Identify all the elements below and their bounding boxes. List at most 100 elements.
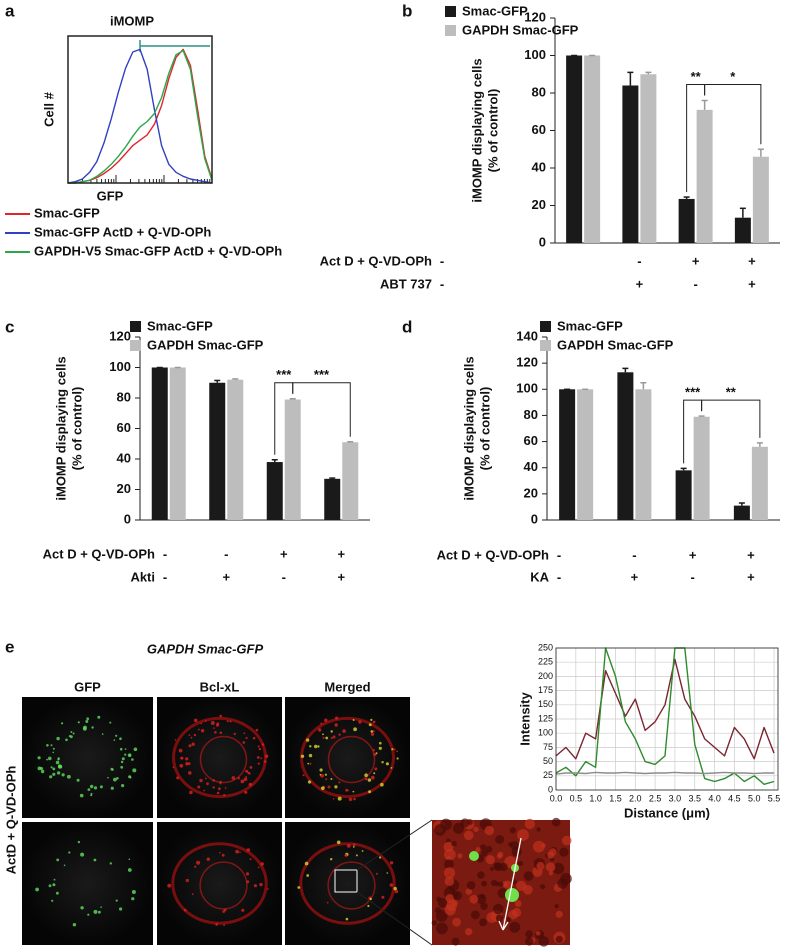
y-tick-label: 40	[524, 459, 538, 474]
bar	[733, 505, 750, 520]
bar	[227, 379, 244, 520]
speckle	[185, 757, 189, 761]
condition-sign: +	[337, 569, 345, 584]
speckle	[479, 918, 488, 927]
speckle	[334, 723, 338, 727]
y-tick-label: 125	[538, 713, 553, 723]
speckle	[346, 844, 351, 848]
speckle	[327, 785, 331, 789]
speckle	[307, 762, 310, 765]
condition-sign: -	[163, 546, 167, 561]
speckle	[52, 883, 56, 887]
speckle	[307, 780, 312, 784]
condition-sign: -	[693, 276, 697, 291]
speckle	[35, 887, 39, 892]
speckle	[129, 776, 132, 779]
speckle	[364, 773, 368, 777]
speckle	[361, 850, 364, 852]
speckle	[249, 766, 253, 769]
bar	[584, 55, 601, 243]
speckle	[451, 937, 460, 946]
speckle	[538, 936, 549, 947]
speckle	[100, 906, 102, 908]
y-tick-label: 120	[516, 355, 538, 370]
speckle	[200, 729, 205, 733]
speckle	[91, 726, 94, 729]
y-tick-label: 100	[538, 728, 553, 738]
x-tick-label: 1.5	[609, 793, 622, 803]
speckle	[131, 897, 135, 901]
speckle	[561, 835, 572, 846]
legend-label: Smac-GFP	[462, 3, 528, 18]
speckle	[264, 754, 269, 758]
speckle	[101, 733, 104, 735]
y-tick-label: 75	[543, 742, 553, 752]
series-line	[555, 658, 775, 760]
condition-sign: +	[337, 546, 345, 561]
condition-sign: +	[689, 547, 697, 562]
speckle	[48, 756, 52, 761]
speckle	[465, 888, 473, 895]
speckle	[467, 819, 473, 825]
y-tick-label: 140	[516, 328, 538, 343]
y-axis-label: (% of control)	[477, 387, 492, 471]
speckle	[379, 856, 382, 859]
series-line	[67, 48, 213, 184]
speckle	[378, 746, 382, 750]
speckle	[334, 785, 338, 789]
x-tick-label: 2.5	[649, 793, 662, 803]
speckle	[67, 774, 71, 779]
bar	[566, 55, 583, 243]
speckle	[113, 777, 117, 782]
speckle	[466, 881, 476, 890]
speckle	[203, 789, 206, 792]
speckle	[119, 907, 123, 911]
speckle	[308, 753, 313, 758]
speckle	[511, 907, 522, 918]
speckle	[68, 735, 71, 738]
y-tick-label: 175	[538, 685, 553, 695]
speckle	[493, 903, 504, 915]
speckle	[128, 858, 131, 861]
speckle	[523, 871, 534, 882]
speckle	[52, 767, 56, 771]
speckle	[525, 937, 534, 946]
x-tick-label: 1.0	[589, 793, 602, 803]
speckle	[223, 924, 226, 927]
speckle	[116, 777, 119, 780]
speckle	[533, 840, 545, 853]
speckle	[477, 871, 485, 879]
speckle	[332, 735, 336, 739]
condition-name: Akti	[130, 569, 155, 584]
speckle	[258, 747, 262, 751]
speckle	[219, 851, 221, 854]
speckle	[80, 906, 84, 910]
row-label: ActD + Q-VD-OPh	[3, 766, 18, 875]
y-axis-label: iMOMP displaying cells	[461, 356, 476, 500]
y-tick-label: 20	[117, 481, 131, 496]
speckle	[435, 910, 448, 922]
speckle	[309, 745, 312, 748]
speckle	[309, 762, 312, 765]
green-spot	[505, 888, 519, 902]
x-tick-label: 4.0	[708, 793, 721, 803]
speckle	[444, 867, 456, 879]
condition-sign: -	[557, 547, 561, 562]
speckle	[46, 744, 49, 747]
legend-label: Smac-GFP	[147, 318, 213, 333]
chart-title: iMOMP	[110, 13, 154, 28]
speckle	[317, 745, 320, 748]
speckle	[52, 772, 56, 776]
speckle	[119, 737, 122, 740]
profile-arrowhead	[498, 920, 509, 931]
condition-sign: -	[224, 546, 228, 561]
condition-sign: +	[748, 276, 756, 291]
speckle	[239, 851, 241, 853]
speckle	[370, 732, 375, 736]
y-tick-label: 40	[532, 159, 546, 174]
speckle	[496, 853, 502, 859]
speckle	[367, 778, 372, 782]
speckle	[381, 895, 385, 899]
x-tick-label: 5.0	[748, 793, 761, 803]
speckle	[342, 729, 346, 733]
